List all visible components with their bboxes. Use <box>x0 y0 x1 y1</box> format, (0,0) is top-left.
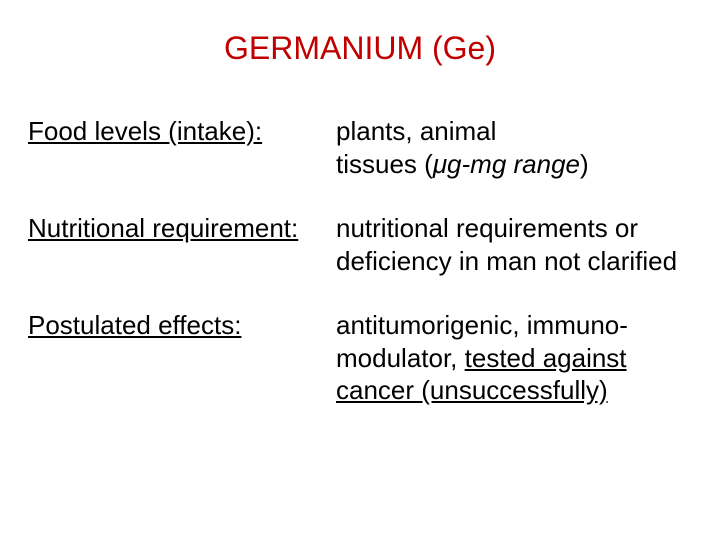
slide-title: GERMANIUM (Ge) <box>28 30 692 67</box>
row-value-postulated-effects: antitumorigenic, immuno-modulator, teste… <box>336 309 692 407</box>
slide: GERMANIUM (Ge) Food levels (intake): pla… <box>0 0 720 540</box>
row-label-food-levels: Food levels (intake): <box>28 115 328 180</box>
text-plain: ) <box>580 149 589 179</box>
text-italic: μg-mg range <box>433 149 580 179</box>
row-label-postulated-effects: Postulated effects: <box>28 309 328 407</box>
row-value-nutritional-req: nutritional requirements or deficiency i… <box>336 212 692 277</box>
row-value-food-levels: plants, animaltissues (μg-mg range) <box>336 115 692 180</box>
row-label-nutritional-req: Nutritional requirement: <box>28 212 328 277</box>
content-grid: Food levels (intake): plants, animaltiss… <box>28 115 692 407</box>
